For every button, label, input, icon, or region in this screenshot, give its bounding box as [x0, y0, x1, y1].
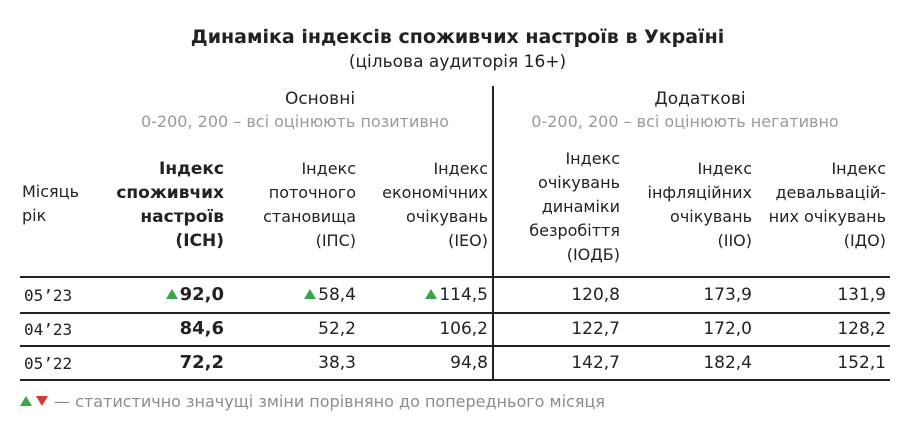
table-row-ido: 152,1 — [837, 353, 886, 373]
table-row-isn: 84,6 — [179, 318, 224, 339]
group-divider — [492, 86, 494, 380]
table-title: Динаміка індексів споживчих настроїв в У… — [190, 26, 725, 48]
col-header-iio: Індекс інфляційних очікувань (ІІО) — [647, 159, 753, 250]
table-row-isn: 72,2 — [179, 352, 224, 373]
row-divider — [20, 345, 890, 347]
down-arrow-icon — [36, 396, 48, 406]
table-row-ips: 38,3 — [318, 353, 356, 373]
up-arrow-icon — [425, 289, 438, 299]
col-header-ips: Індекс поточного становища (ІПС) — [263, 159, 356, 250]
col-header-ido: Індекс девальвацій- них очікувань (ІДО) — [768, 159, 886, 250]
table-subtitle: (цільова аудиторія 16+) — [348, 52, 567, 72]
group-extra-title: Додаткові — [654, 89, 746, 109]
table-row-month: 05’22 — [24, 354, 73, 373]
table-row-month: 04’23 — [24, 320, 73, 339]
group-extra-desc: 0-200, 200 – всі оцінюють негативно — [531, 112, 839, 131]
table-row-ido: 131,9 — [837, 285, 886, 305]
up-arrow-icon — [165, 289, 178, 299]
table-row-iodb: 142,7 — [571, 353, 620, 373]
legend: — статистично значущі зміни порівняно до… — [20, 392, 605, 411]
table-row-iio: 173,9 — [703, 285, 752, 305]
table-row-ieo: 114,5 — [400, 285, 488, 305]
table-row-isn: 92,0 — [130, 284, 224, 305]
col-header-iodb: Індекс очікувань динаміки безробіття (ІО… — [529, 149, 620, 264]
table-row-iio: 182,4 — [703, 353, 752, 373]
col-header-month: Місяць рік — [22, 182, 79, 225]
table-row-ido: 128,2 — [837, 319, 886, 339]
table-row-ieo: 106,2 — [439, 319, 488, 339]
header-rule — [20, 276, 890, 278]
table-row-iodb: 122,7 — [571, 319, 620, 339]
col-header-ieo: Індекс економічних очікувань (ІЕО) — [382, 159, 488, 250]
table-row-iio: 172,0 — [703, 319, 752, 339]
table-row-iodb: 120,8 — [571, 285, 620, 305]
col-header-isn: Індекс споживчих настроїв (ІСН) — [116, 159, 224, 251]
up-arrow-icon — [20, 396, 32, 406]
row-divider — [20, 312, 890, 314]
table-row-ieo: 94,8 — [450, 353, 488, 373]
group-main-title: Основні — [284, 89, 356, 109]
group-main-desc: 0-200, 200 – всі оцінюють позитивно — [140, 112, 450, 131]
legend-text: — статистично значущі зміни порівняно до… — [54, 392, 605, 411]
table-row-month: 05’23 — [24, 286, 73, 305]
table-bottom-rule — [20, 379, 890, 381]
up-arrow-icon — [304, 289, 317, 299]
table-row-ips: 58,4 — [270, 285, 356, 305]
table-row-ips: 52,2 — [318, 319, 356, 339]
